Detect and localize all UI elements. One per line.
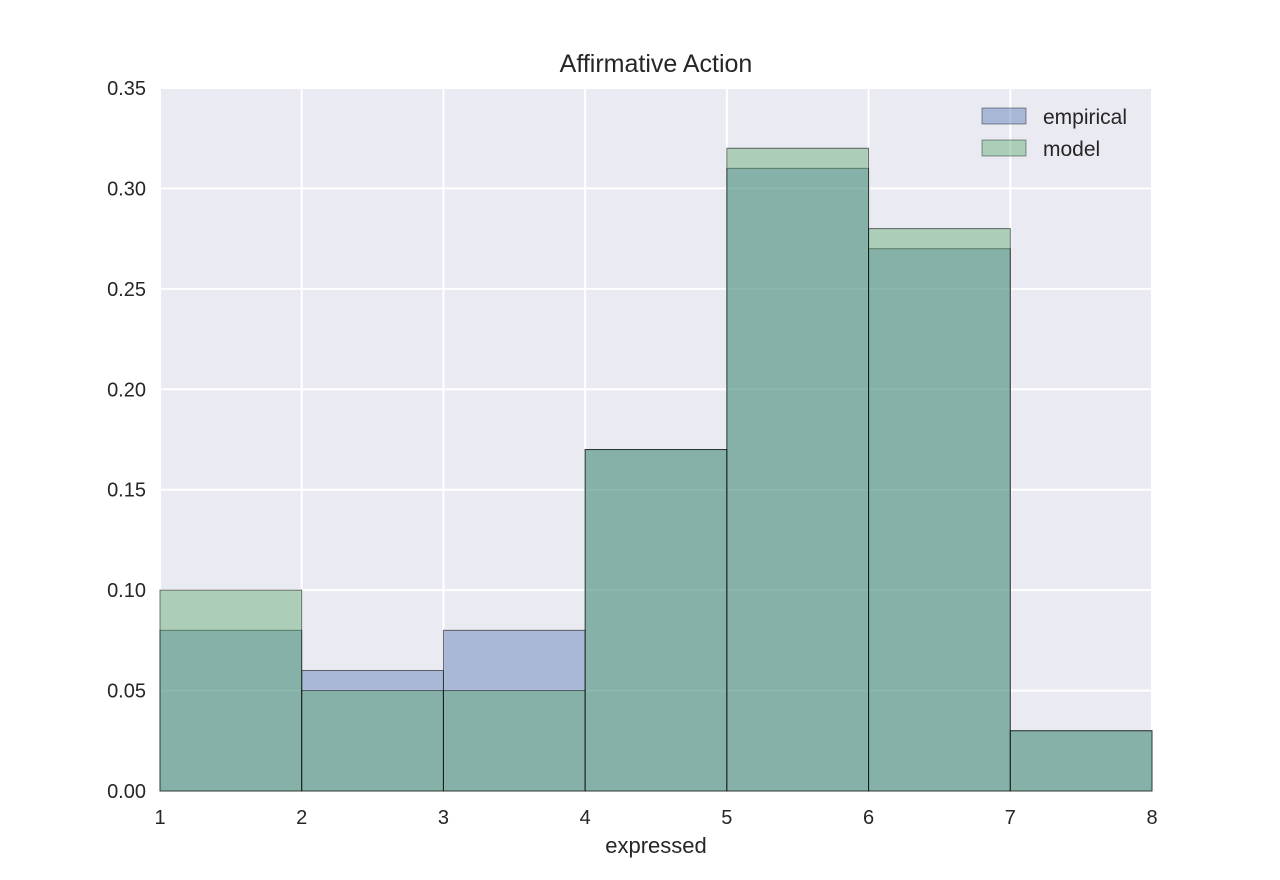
y-tick-label: 0.15 [107, 480, 146, 502]
legend-label: empirical [1043, 106, 1127, 129]
histogram-bar [726, 167, 870, 792]
histogram-bar [868, 228, 1011, 792]
x-tick-label: 3 [438, 807, 449, 829]
y-tick-label: 0.30 [107, 178, 146, 200]
y-tick-label: 0.10 [107, 580, 146, 602]
x-axis-label: expressed [605, 833, 707, 858]
histogram-bar [442, 690, 586, 792]
labels: 0.00 0.05 0.10 0.15 0.20 0.25 0.30 0.35 1 2 3 4 5 6 7 8 [107, 78, 1158, 829]
plot-background [160, 88, 1152, 791]
histogram-bar [584, 449, 728, 792]
legend-swatch [981, 139, 1027, 157]
x-tick-label: 6 [863, 807, 874, 829]
histogram-bar [301, 690, 444, 792]
legend: empirical model [981, 106, 1127, 161]
bars [159, 147, 1153, 792]
histogram-bar [584, 449, 728, 792]
chart-title: Affirmative Action [560, 50, 753, 78]
x-tick-label: 1 [154, 807, 165, 829]
x-tick-label: 7 [1005, 807, 1016, 829]
histogram-bar [1009, 730, 1153, 792]
legend-label: model [1043, 138, 1100, 161]
histogram-bar [1009, 730, 1153, 792]
y-tick-label: 0.00 [107, 781, 146, 803]
histogram-bar [726, 147, 870, 792]
histogram-bar [159, 589, 303, 792]
y-tick-label: 0.25 [107, 279, 146, 301]
x-tick-label: 5 [721, 807, 732, 829]
y-tick-label: 0.35 [107, 78, 146, 100]
x-tick-label: 2 [296, 807, 307, 829]
legend-swatch [981, 107, 1027, 125]
x-tick-label: 8 [1146, 807, 1157, 829]
histogram-bar [159, 629, 303, 792]
y-tick-label: 0.05 [107, 681, 146, 703]
histogram-bar [442, 629, 586, 792]
y-tick-label: 0.20 [107, 379, 146, 401]
x-tick-label: 4 [580, 807, 591, 829]
